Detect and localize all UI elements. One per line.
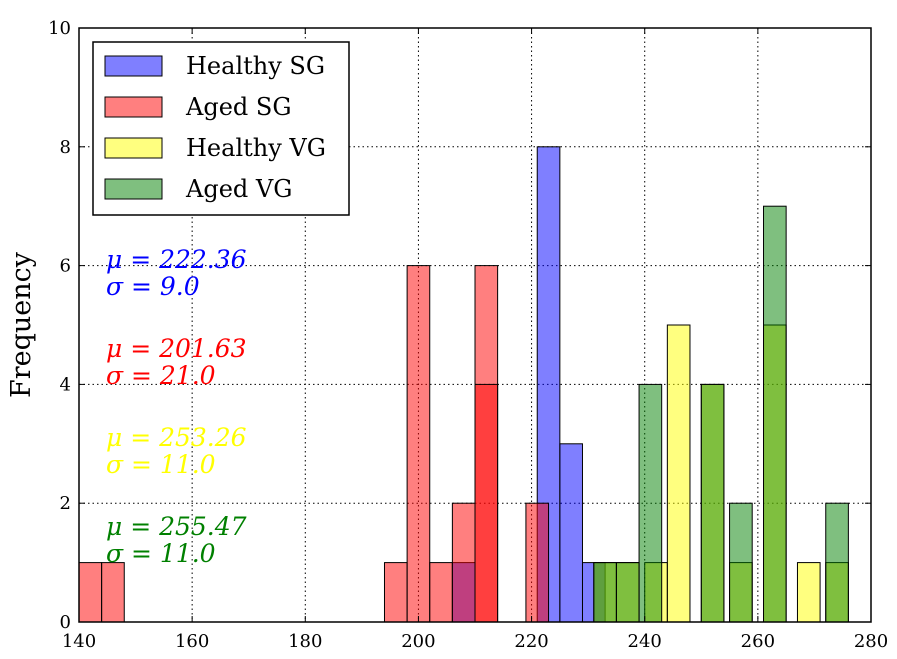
x-tick-label-240: 240 — [628, 631, 662, 652]
bar-healthy-sg-2 — [559, 443, 583, 623]
y-axis-label: Frequency — [6, 251, 37, 398]
legend-label-healthy-vg: Healthy VG — [186, 134, 326, 162]
sigma-annotation-3: σ = 11.0 — [106, 539, 216, 568]
y-tick-label-8: 8 — [60, 137, 71, 158]
y-tick-label-6: 6 — [60, 256, 71, 277]
stat-annotations: μ = 222.36σ = 9.0 μ = 201.63σ = 21.0 μ = 2… — [106, 245, 247, 568]
bar-aged-sg-5 — [451, 502, 476, 623]
x-tick-label-180: 180 — [288, 631, 322, 652]
bar-aged-sg-4 — [429, 562, 453, 623]
bar-aged-vg-6 — [825, 502, 849, 623]
x-tick-label-140: 140 — [62, 631, 96, 652]
bar-aged-vg-1 — [615, 562, 640, 623]
bar-aged-sg-3 — [406, 265, 431, 623]
plot-frame — [78, 27, 872, 623]
y-tick-label-2: 2 — [60, 493, 71, 514]
bar-aged-sg-1 — [101, 562, 125, 623]
legend-label-healthy-sg: Healthy SG — [186, 52, 325, 80]
x-tick-label-260: 260 — [741, 631, 775, 652]
mu-annotation-1: μ = 201.63 — [106, 334, 247, 363]
legend: Healthy SG Aged SG Healthy VG Aged VG — [92, 41, 350, 216]
bar-aged-sg-0 — [78, 562, 103, 623]
legend-label-aged-vg: Aged VG — [185, 175, 292, 203]
legend-label-aged-sg: Aged SG — [185, 93, 292, 121]
sigma-annotation-1: σ = 21.0 — [106, 361, 216, 390]
sigma-annotation-2: σ = 11.0 — [106, 450, 216, 479]
bar-aged-vg-0 — [593, 562, 617, 623]
y-tick-label-10: 10 — [48, 18, 71, 39]
bar-healthy-vg-7 — [796, 562, 821, 623]
bar-aged-vg-3 — [700, 383, 725, 623]
y-tick-label-0: 0 — [60, 612, 71, 633]
x-tick-label-160: 160 — [175, 631, 209, 652]
mu-annotation-2: μ = 253.26 — [106, 423, 247, 452]
y-tick-label-4: 4 — [60, 374, 71, 395]
x-tick-label-220: 220 — [514, 631, 548, 652]
bar-aged-sg-2 — [383, 562, 408, 623]
legend-swatch-healthy-vg — [104, 137, 163, 159]
mu-annotation-0: μ = 222.36 — [106, 245, 247, 274]
bar-aged-vg-5 — [763, 205, 787, 623]
bar-aged-vg-4 — [729, 502, 753, 623]
legend-swatch-healthy-sg — [104, 55, 163, 77]
legend-swatch-aged-vg — [104, 178, 163, 200]
histogram-bars — [78, 146, 849, 623]
mu-annotation-3: μ = 255.47 — [106, 512, 247, 541]
overlay-bar-aged-sg-0 — [474, 383, 499, 623]
x-tick-label-280: 280 — [854, 631, 888, 652]
axis-ticks: 140 160 180 200 220 240 260 280 0 2 4 6 8 10 — [48, 18, 888, 652]
bar-aged-vg-2 — [638, 383, 663, 623]
legend-swatch-aged-sg — [104, 96, 163, 118]
bar-aged-sg-7 — [525, 502, 550, 623]
x-tick-label-200: 200 — [401, 631, 435, 652]
sigma-annotation-0: σ = 9.0 — [106, 272, 200, 301]
bar-healthy-vg-3 — [666, 324, 691, 623]
